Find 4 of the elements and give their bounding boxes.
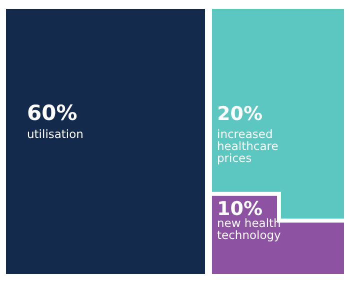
category-label: increased healthcare prices bbox=[217, 127, 278, 165]
data-label: 60% bbox=[27, 101, 78, 125]
data-label: 20% bbox=[217, 103, 262, 125]
category-label: utilisation bbox=[27, 127, 84, 141]
